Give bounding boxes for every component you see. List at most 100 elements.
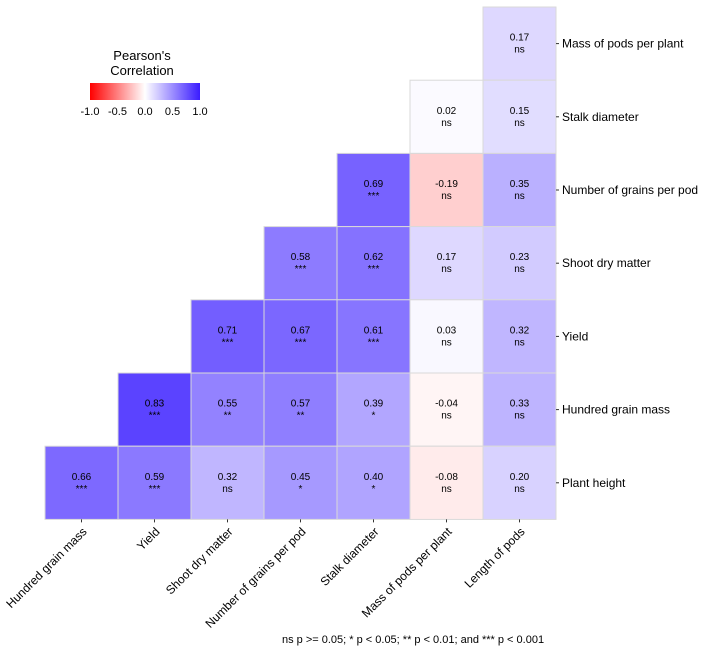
x-tick-label: Yield xyxy=(134,525,162,553)
x-axis-labels: Hundred grain mass Yield Shoot dry matterN… xyxy=(3,519,528,631)
cell-rect xyxy=(44,445,119,520)
cell-significance-label: * xyxy=(372,411,376,422)
legend-title-line1: Pearson's xyxy=(113,48,171,63)
cell-rect xyxy=(409,226,484,301)
heatmap-cell: 0.62*** xyxy=(336,226,411,301)
y-tick-label: Plant height xyxy=(562,476,626,490)
cell-value-label: 0.39 xyxy=(364,399,384,410)
cell-value-label: 0.55 xyxy=(218,399,238,410)
x-tick-label: Stalk diameter xyxy=(317,525,381,589)
cell-rect xyxy=(409,445,484,520)
cell-significance-label: * xyxy=(299,484,303,495)
cell-value-label: -0.19 xyxy=(435,179,458,190)
y-axis-labels: Mass of pods per plant Stalk diameter Numb… xyxy=(556,37,698,490)
cell-significance-label: ns xyxy=(441,484,452,495)
cell-significance-label: ns xyxy=(514,484,525,495)
cell-significance-label: ** xyxy=(297,411,305,422)
cell-value-label: -0.04 xyxy=(435,399,458,410)
legend-tick-label: -1.0 xyxy=(80,106,100,118)
cell-value-label: 0.17 xyxy=(510,33,530,44)
cell-significance-label: * xyxy=(372,484,376,495)
cell-value-label: 0.17 xyxy=(437,252,457,263)
cell-value-label: 0.20 xyxy=(510,472,530,483)
heatmap-cells: 0.17ns0.02ns0.15ns0.69***-0.19ns0.35ns0.… xyxy=(44,6,557,520)
cell-value-label: 0.40 xyxy=(364,472,384,483)
cell-value-label: 0.02 xyxy=(437,106,457,117)
legend-title: Pearson's Correlation xyxy=(77,48,207,78)
cell-rect xyxy=(409,152,484,228)
heatmap-cell: 0.61*** xyxy=(336,299,411,374)
cell-value-label: 0.32 xyxy=(218,472,238,483)
cell-rect xyxy=(409,299,484,374)
cell-value-label: 0.32 xyxy=(510,325,530,336)
cell-value-label: 0.66 xyxy=(72,472,92,483)
cell-rect xyxy=(190,299,265,374)
y-tick-label: Number of grains per pod xyxy=(562,183,698,197)
cell-significance-label: ns xyxy=(514,264,525,275)
cell-rect xyxy=(336,226,411,301)
color-legend: Pearson's Correlation -1.0 -0.5 0.0 0.5 1.0 xyxy=(81,48,212,118)
cell-significance-label: ** xyxy=(224,411,232,422)
legend-tick-label: 0.5 xyxy=(164,106,181,118)
cell-rect xyxy=(482,299,557,374)
cell-value-label: 0.61 xyxy=(364,325,384,336)
cell-rect xyxy=(263,372,338,447)
cell-significance-label: ns xyxy=(514,45,525,56)
cell-value-label: 0.62 xyxy=(364,252,384,263)
cell-value-label: 0.69 xyxy=(364,179,384,190)
y-tick-label: Mass of pods per plant xyxy=(562,37,684,51)
cell-significance-label: ns xyxy=(441,118,452,129)
heatmap-cell: 0.40* xyxy=(336,445,411,520)
cell-value-label: 0.15 xyxy=(510,106,530,117)
cell-value-label: 0.23 xyxy=(510,252,530,263)
cell-value-label: 0.71 xyxy=(218,325,238,336)
legend-tick-label: 0.0 xyxy=(137,106,153,118)
cell-significance-label: *** xyxy=(295,337,307,348)
cell-significance-label: ns xyxy=(441,191,452,202)
heatmap-cell: 0.45* xyxy=(263,445,338,520)
x-tick-label: Shoot dry matter xyxy=(163,525,236,598)
cell-rect xyxy=(409,79,484,154)
cell-value-label: -0.08 xyxy=(435,472,458,483)
cell-significance-label: ns xyxy=(441,411,452,422)
legend-tick-label: -0.5 xyxy=(108,106,127,118)
cell-significance-label: ns xyxy=(441,264,452,275)
cell-significance-label: ns xyxy=(222,484,233,495)
cell-significance-label: ns xyxy=(441,337,452,348)
significance-footnote: ns p >= 0.05; * p < 0.05; ** p < 0.01; a… xyxy=(282,634,545,646)
heatmap-cell: 0.58*** xyxy=(263,226,338,301)
cell-rect xyxy=(482,152,557,228)
cell-significance-label: ns xyxy=(514,411,525,422)
heatmap-cell: 0.57** xyxy=(263,372,338,447)
heatmap-cell: 0.71*** xyxy=(190,299,265,374)
cell-significance-label: *** xyxy=(295,264,307,275)
heatmap-cell: 0.39* xyxy=(336,372,411,447)
heatmap-cell: 0.55** xyxy=(190,372,265,447)
cell-rect xyxy=(482,226,557,301)
cell-rect xyxy=(117,372,192,447)
cell-significance-label: *** xyxy=(368,337,380,348)
cell-significance-label: *** xyxy=(222,337,234,348)
cell-rect xyxy=(336,152,411,228)
heatmap-cell: 0.67*** xyxy=(263,299,338,374)
cell-significance-label: ns xyxy=(514,118,525,129)
cell-value-label: 0.58 xyxy=(291,252,311,263)
x-tick-label: Length of pods xyxy=(462,525,528,591)
cell-significance-label: *** xyxy=(149,484,161,495)
cell-rect xyxy=(482,372,557,447)
legend-tick-label: 1.0 xyxy=(192,106,208,118)
cell-value-label: 0.83 xyxy=(145,399,165,410)
legend-gradient-bar xyxy=(90,83,200,100)
y-tick-label: Shoot dry matter xyxy=(562,256,651,270)
cell-value-label: 0.57 xyxy=(291,399,311,410)
